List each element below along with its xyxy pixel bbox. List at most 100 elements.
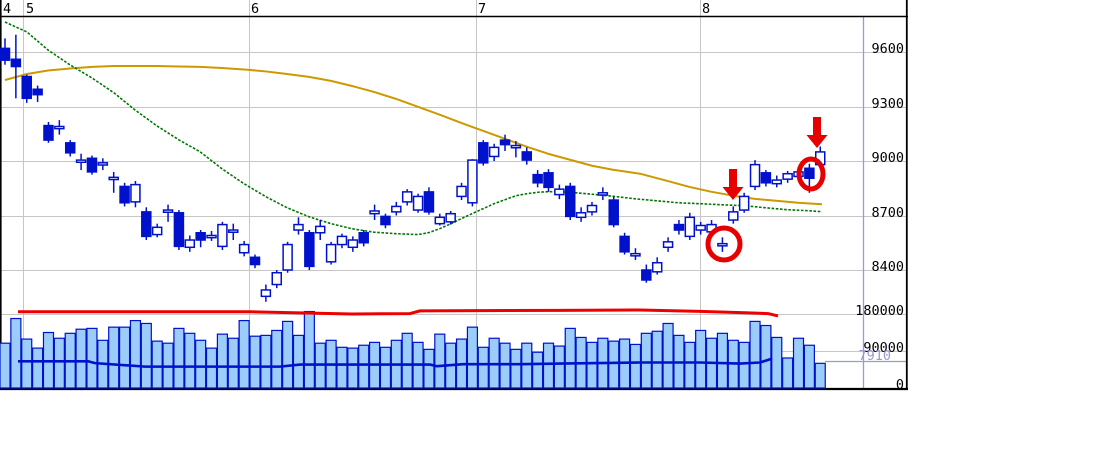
- candle-body-up: [554, 188, 565, 196]
- candle-body-up: [108, 176, 119, 181]
- volume-bar: [792, 337, 805, 389]
- volume-bar: [662, 322, 674, 389]
- volume-bar: [249, 335, 261, 389]
- candle-body-down: [86, 157, 98, 173]
- volume-bar: [651, 330, 663, 389]
- candle-body-up: [782, 172, 793, 180]
- volume-bar: [358, 344, 370, 389]
- candle-body-down: [619, 235, 630, 253]
- volume-bar: [608, 340, 620, 389]
- candle-body-down: [423, 191, 435, 213]
- candle-body-down: [760, 172, 772, 184]
- month-label: 6: [251, 1, 259, 17]
- volume-tick-label: 180000: [855, 303, 904, 319]
- volume-bar: [151, 340, 163, 389]
- volume-bar: [379, 346, 392, 389]
- volume-bar: [118, 326, 131, 389]
- volume-bar: [303, 310, 315, 389]
- volume-bar: [803, 344, 815, 389]
- candle-body-up: [314, 225, 326, 234]
- volume-bar: [32, 347, 44, 389]
- month-label: 5: [26, 1, 34, 17]
- candle-body-up: [130, 183, 141, 203]
- candle-body-up: [184, 239, 196, 249]
- candle-body-up: [336, 235, 348, 246]
- price-tick-label: 9600: [871, 41, 904, 57]
- candle-body-up: [738, 195, 750, 211]
- current-volume-label: 7910: [858, 348, 891, 364]
- volume-bar: [749, 320, 761, 389]
- volume-bar: [195, 339, 207, 389]
- candle-body-up: [749, 163, 761, 188]
- volume-bar: [586, 341, 598, 389]
- volume-bar: [695, 329, 707, 389]
- candle-body-up: [97, 162, 109, 166]
- price-tick-label: 8700: [871, 205, 904, 221]
- volume-bar: [0, 342, 11, 389]
- volume-bar: [423, 348, 435, 389]
- volume-bar: [629, 343, 642, 389]
- candle-body-up: [238, 243, 250, 254]
- candle-body-down: [521, 151, 533, 161]
- candle-body-down: [380, 215, 391, 226]
- candle-body-up: [662, 241, 674, 249]
- volume-bar: [260, 334, 272, 389]
- candle-body-up: [586, 204, 598, 213]
- annotation-circle: [705, 225, 743, 263]
- candle-body-down: [64, 142, 76, 154]
- volume-ma-line: [18, 357, 773, 368]
- candle-body-up: [75, 159, 87, 164]
- candle-body-up: [412, 195, 424, 211]
- short-term-ma-line: [4, 21, 823, 236]
- volume-bar: [521, 342, 533, 389]
- candle-body-up: [401, 191, 413, 203]
- price-tick-label: 9000: [871, 150, 904, 166]
- volume-bar: [140, 322, 152, 389]
- volume-bar: [684, 341, 696, 389]
- candle-body-down: [141, 211, 152, 238]
- month-label: 7: [478, 1, 486, 17]
- candle-body-down: [21, 75, 32, 100]
- volume-bar: [184, 332, 196, 389]
- candle-body-down: [173, 212, 185, 248]
- red-horizontal-line: [18, 308, 779, 318]
- volume-bar: [434, 333, 446, 389]
- stock-chart-canvas[interactable]: 4 5 6 7 8 9600 9300 9000 8700 8400 180000 90000 0 791…: [0, 0, 908, 393]
- candle-body-up: [217, 223, 228, 248]
- volume-bar: [401, 332, 413, 389]
- volume-bar: [173, 327, 185, 389]
- volume-bar: [499, 342, 511, 389]
- candle-body-down: [358, 232, 369, 244]
- long-term-ma-line: [4, 64, 823, 206]
- candle-body-down: [0, 47, 11, 61]
- volume-tick-label: 90000: [863, 340, 904, 356]
- volume-bar: [771, 336, 783, 389]
- volume-bar: [716, 332, 729, 389]
- candle-body-up: [510, 144, 522, 149]
- volume-bar: [227, 337, 239, 389]
- candle-body-up: [488, 146, 500, 158]
- candle-body-up: [630, 252, 641, 257]
- candle-body-down: [119, 185, 130, 204]
- candle-body-up: [54, 125, 65, 130]
- candle-body-up: [271, 271, 282, 286]
- candle-body-up: [575, 212, 587, 219]
- volume-bar: [510, 348, 522, 389]
- candle-body-down: [532, 173, 543, 184]
- volume-bar: [282, 320, 294, 389]
- candle-body-up: [282, 243, 293, 271]
- candle-body-down: [673, 223, 685, 231]
- candle-body-down: [608, 199, 619, 226]
- volume-bar: [760, 324, 772, 389]
- annotation-down-arrow-icon: [806, 117, 828, 148]
- candle-body-down: [641, 269, 652, 281]
- candle-body-up: [434, 216, 446, 225]
- candle-body-up: [456, 185, 467, 198]
- candle-body-up: [151, 226, 163, 236]
- candle-body-down: [10, 58, 22, 68]
- candle-body-down: [804, 167, 815, 180]
- candle-body-up: [771, 179, 783, 185]
- candle-body-down: [304, 232, 315, 268]
- candle-body-up: [467, 159, 478, 204]
